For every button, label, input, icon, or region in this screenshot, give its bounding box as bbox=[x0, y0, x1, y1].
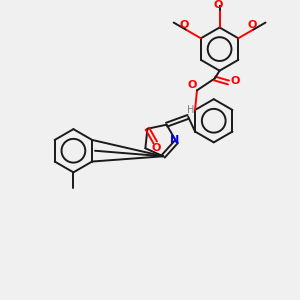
Text: O: O bbox=[248, 20, 257, 29]
Text: O: O bbox=[214, 0, 223, 10]
Text: O: O bbox=[231, 76, 240, 86]
Text: O: O bbox=[152, 143, 161, 153]
Text: N: N bbox=[170, 135, 179, 145]
Text: O: O bbox=[180, 20, 189, 29]
Text: H: H bbox=[188, 105, 195, 115]
Text: O: O bbox=[188, 80, 197, 90]
